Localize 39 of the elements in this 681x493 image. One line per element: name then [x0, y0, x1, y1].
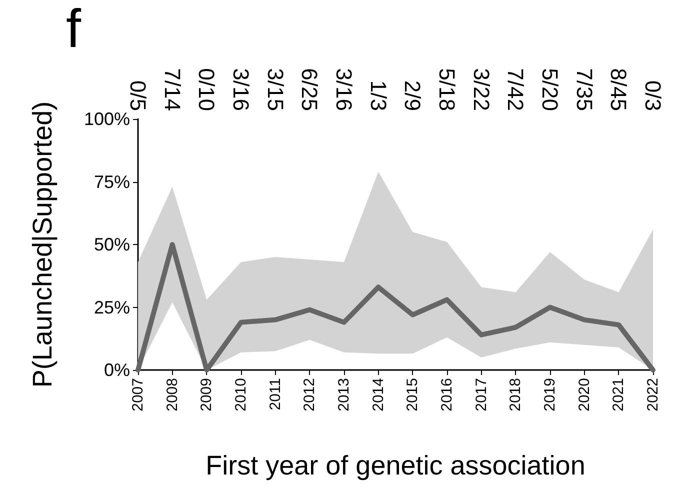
text: 3/16 [332, 68, 356, 111]
text: 6/25 [297, 68, 322, 111]
text: 7/14 [160, 68, 185, 111]
text: 5/18 [434, 68, 460, 111]
text: 8/45 [606, 68, 632, 111]
x-tick-label: 2015 [404, 378, 422, 412]
x-tick-label: 2013 [336, 378, 352, 412]
text: 7/42 [503, 68, 528, 111]
text: 0/10 [194, 68, 220, 111]
x-tick-label: 2017 [472, 378, 490, 412]
text: 3/22 [468, 68, 494, 111]
y-tick-label: 50% [94, 234, 130, 254]
y-tick-label: 75% [94, 172, 130, 192]
text: 0/5 [126, 80, 150, 111]
y-tick-label: 25% [94, 297, 130, 318]
text: 1/3 [366, 80, 391, 111]
y-tick-label: 100% [84, 109, 130, 129]
x-tick-label: 2020 [576, 378, 593, 412]
x-tick-label: 2007 [130, 378, 146, 412]
text: 5/20 [538, 68, 562, 111]
x-axis-title: First year of genetic association [206, 450, 586, 480]
x-tick-label: 2012 [301, 378, 318, 412]
text: 3/15 [262, 68, 288, 111]
x-tick-label: 2022 [644, 378, 662, 412]
text: 3/16 [228, 68, 254, 111]
x-tick-label: 2016 [438, 378, 456, 412]
text: 2/9 [400, 80, 426, 111]
x-tick-label: 2009 [198, 378, 216, 412]
x-tick-label: 2010 [232, 378, 250, 412]
x-tick-label: 2018 [507, 378, 524, 412]
x-tick-label: 2011 [266, 378, 284, 410]
y-axis-title: P(Launched|Supported) [28, 101, 58, 388]
x-tick-label: 2008 [164, 378, 181, 412]
text: 7/35 [572, 68, 597, 111]
x-tick-label: 2021 [610, 378, 628, 412]
y-tick-label: 0% [104, 360, 130, 380]
x-tick-label: 2014 [370, 378, 387, 412]
text: 0/3 [640, 80, 666, 111]
x-tick-label: 2019 [542, 378, 558, 412]
